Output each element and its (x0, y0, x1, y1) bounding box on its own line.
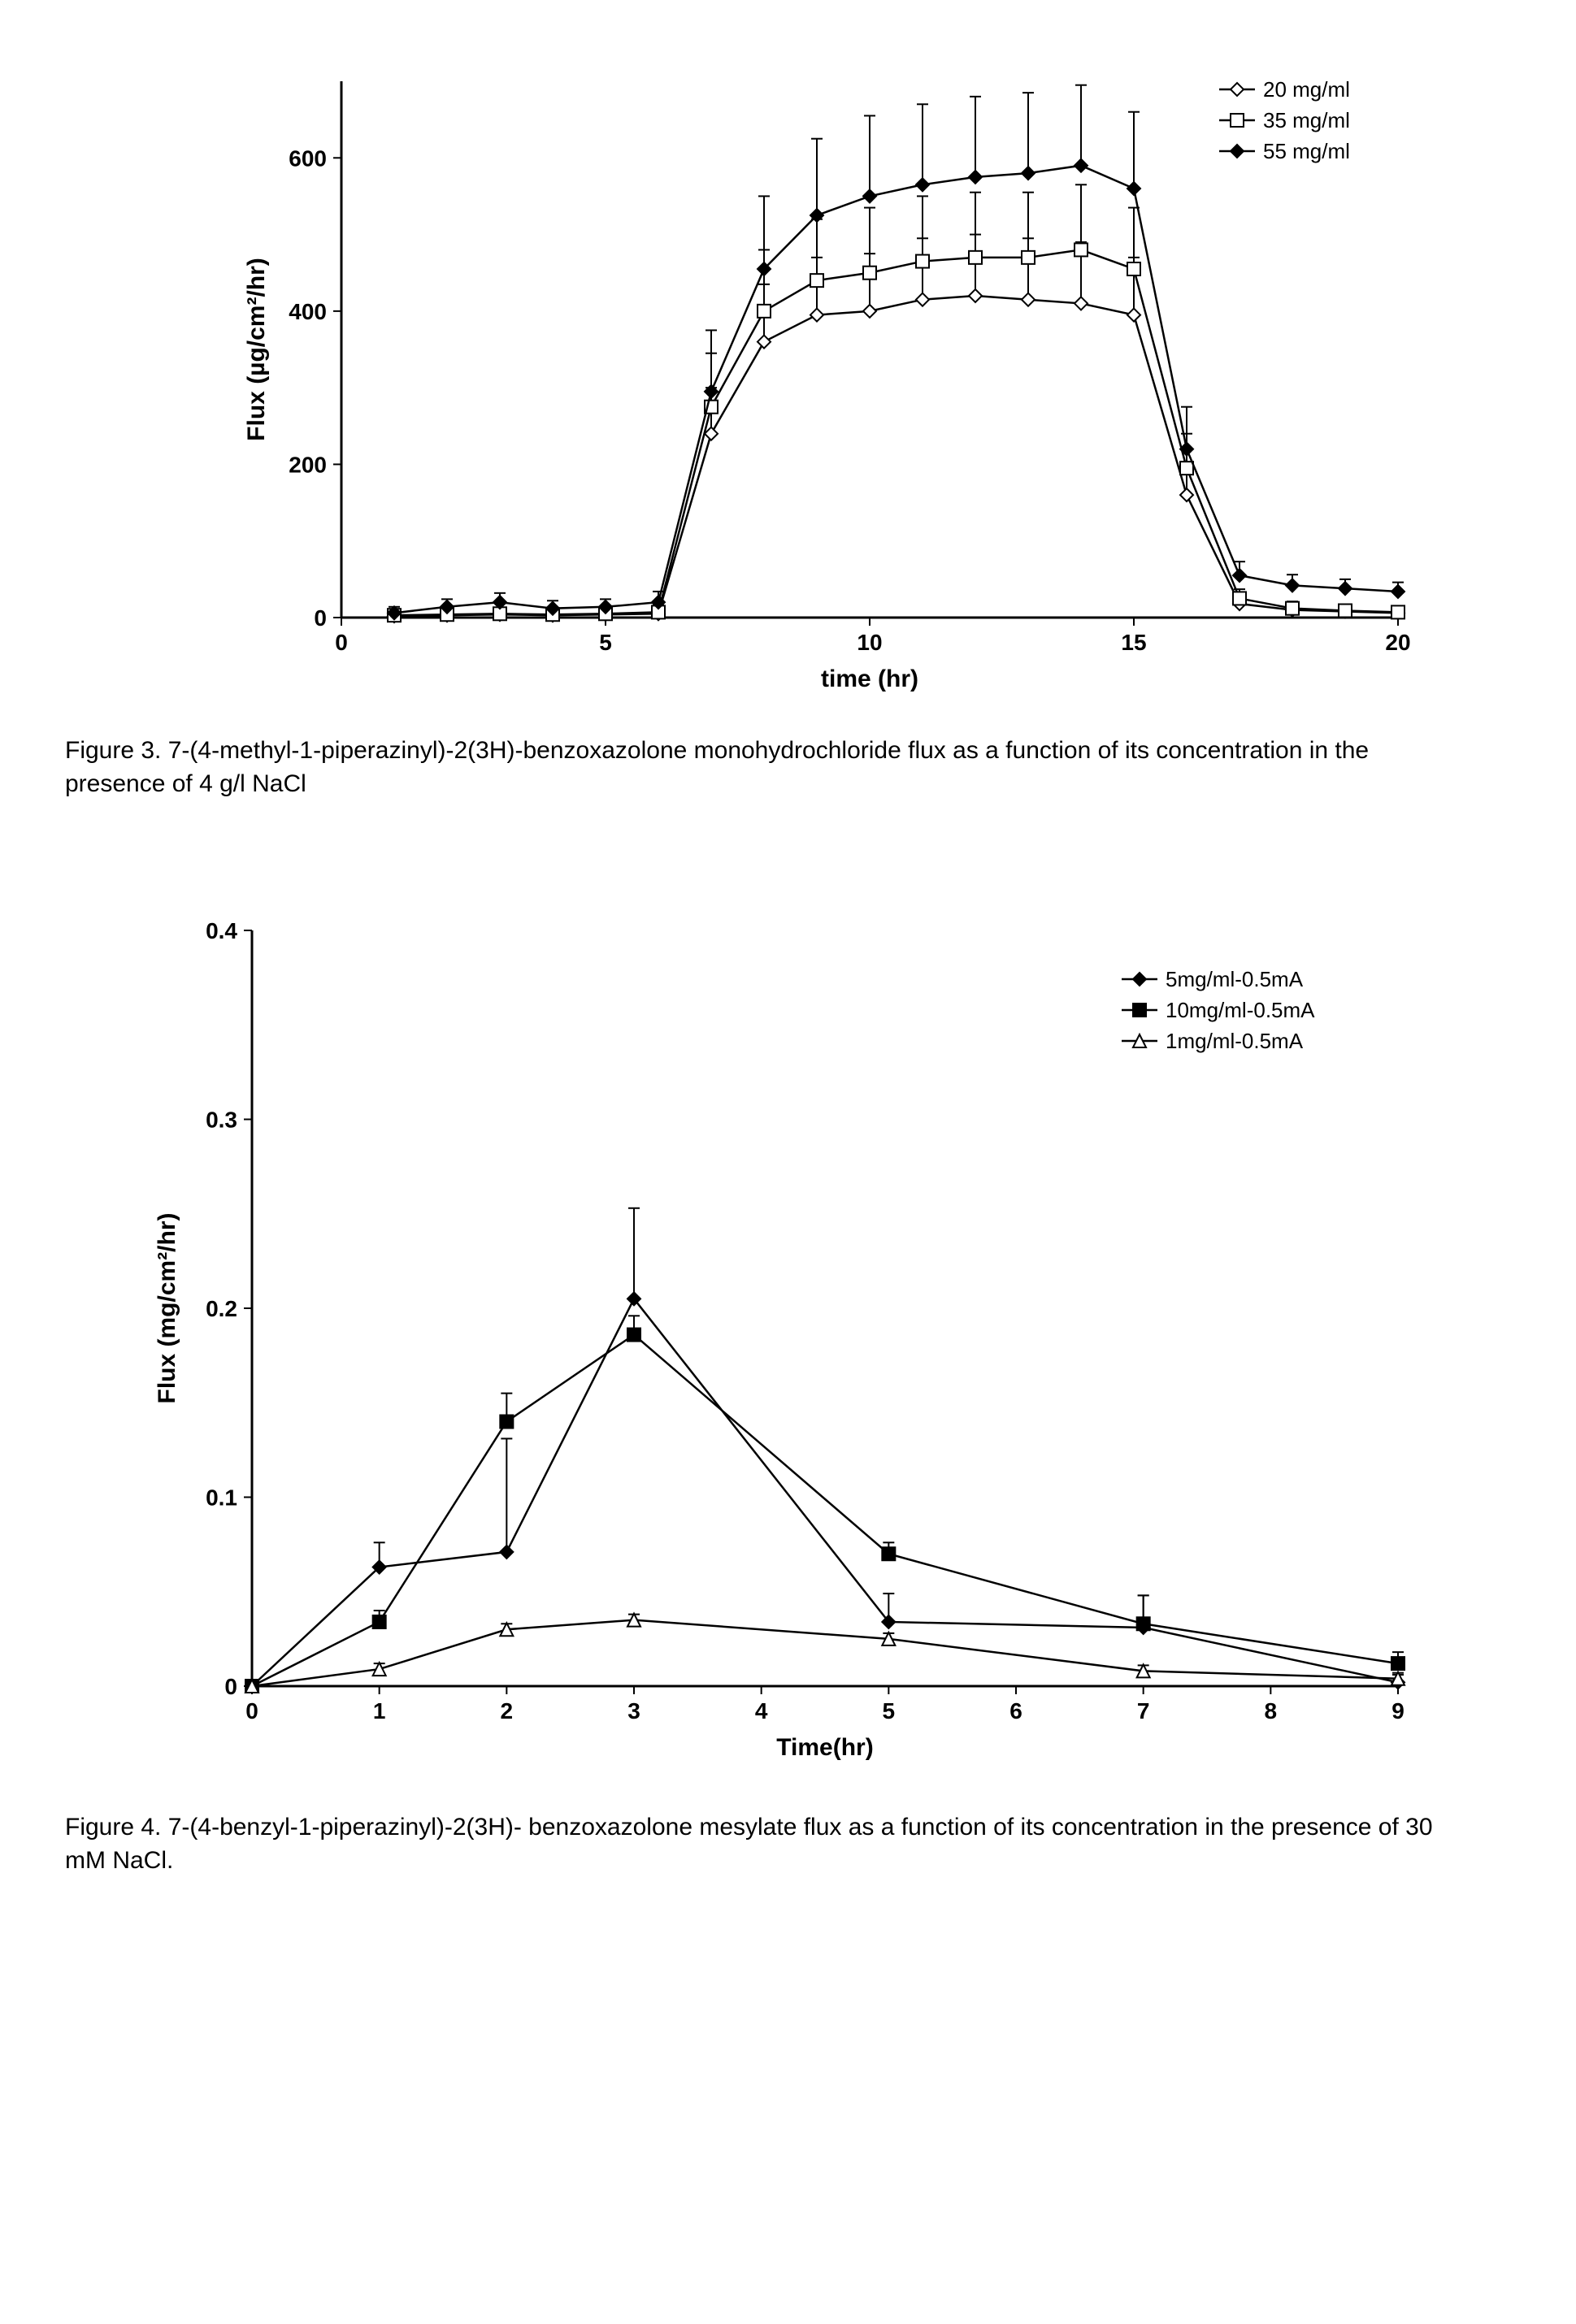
figure-4-caption: Figure 4. 7-(4-benzyl-1-piperazinyl)-2(3… (65, 1811, 1447, 1877)
svg-text:400: 400 (289, 299, 327, 324)
svg-text:Time(hr): Time(hr) (776, 1734, 873, 1761)
svg-text:Flux (mg/cm²/hr): Flux (mg/cm²/hr) (154, 1212, 180, 1403)
svg-text:5: 5 (883, 1698, 896, 1723)
svg-text:0.1: 0.1 (206, 1485, 237, 1511)
svg-text:20: 20 (1385, 630, 1410, 655)
svg-text:0: 0 (245, 1698, 258, 1723)
svg-text:15: 15 (1121, 630, 1146, 655)
figure-3-chart: 051015200200400600time (hr)Flux (µg/cm²/… (65, 49, 1447, 715)
svg-text:6: 6 (1009, 1698, 1022, 1723)
figure-4-chart: 0 1 2 3 4 5 6 7 8 9 0 0.1 0.2 0.3 0.4 Time(hr) Flux (mg/… (65, 898, 1447, 1792)
svg-text:0.3: 0.3 (206, 1108, 237, 1133)
svg-text:Flux (µg/cm²/hr): Flux (µg/cm²/hr) (243, 258, 270, 441)
figure-3-caption: Figure 3. 7-(4-methyl-1-piperazinyl)-2(3… (65, 735, 1447, 800)
svg-text:4: 4 (755, 1698, 768, 1723)
svg-text:35 mg/ml: 35 mg/ml (1263, 108, 1350, 132)
svg-text:5: 5 (599, 630, 612, 655)
svg-text:time (hr): time (hr) (821, 666, 918, 692)
svg-text:0: 0 (335, 630, 348, 655)
svg-text:10mg/ml-0.5mA: 10mg/ml-0.5mA (1166, 998, 1315, 1022)
svg-text:600: 600 (289, 145, 327, 171)
svg-text:10: 10 (857, 630, 882, 655)
figure-4-block: 0 1 2 3 4 5 6 7 8 9 0 0.1 0.2 0.3 0.4 Time(hr) Flux (mg/… (65, 898, 1511, 1877)
svg-text:2: 2 (501, 1698, 514, 1723)
svg-text:3: 3 (627, 1698, 640, 1723)
svg-text:55 mg/ml: 55 mg/ml (1263, 139, 1350, 163)
svg-text:0.4: 0.4 (206, 918, 237, 943)
svg-text:9: 9 (1391, 1698, 1405, 1723)
figure-3-block: 051015200200400600time (hr)Flux (µg/cm²/… (65, 49, 1511, 800)
svg-text:1: 1 (373, 1698, 386, 1723)
svg-text:8: 8 (1265, 1698, 1278, 1723)
svg-text:5mg/ml-0.5mA: 5mg/ml-0.5mA (1166, 967, 1304, 991)
svg-text:0.2: 0.2 (206, 1296, 237, 1321)
svg-text:0: 0 (224, 1674, 237, 1699)
svg-text:0: 0 (314, 605, 327, 631)
svg-text:1mg/ml-0.5mA: 1mg/ml-0.5mA (1166, 1029, 1304, 1053)
svg-text:200: 200 (289, 452, 327, 477)
svg-text:7: 7 (1137, 1698, 1150, 1723)
svg-text:20 mg/ml: 20 mg/ml (1263, 77, 1350, 102)
